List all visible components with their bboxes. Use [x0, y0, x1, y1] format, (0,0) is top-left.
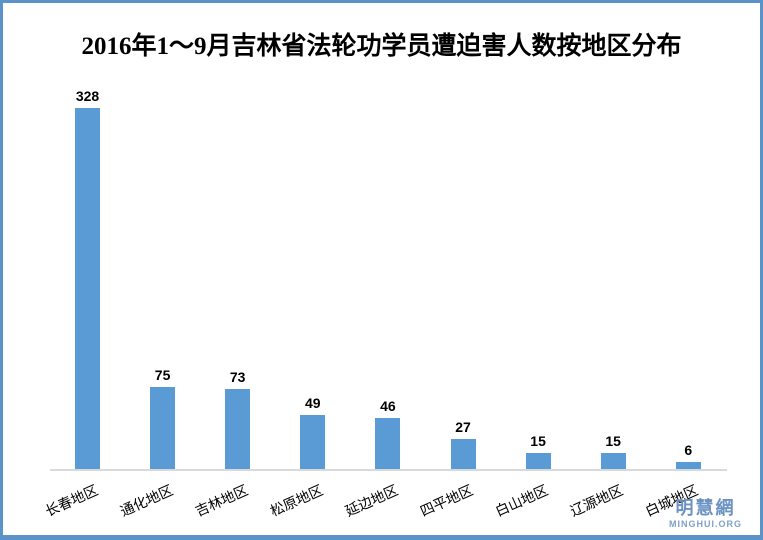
- x-axis-line: [50, 469, 727, 471]
- bar: [525, 452, 551, 469]
- bar: [150, 386, 176, 469]
- bar: [675, 462, 701, 469]
- watermark: 明慧網 MINGHUI.ORG: [669, 499, 742, 529]
- bar-value-label: 15: [605, 432, 621, 449]
- bar-value-label: 27: [455, 419, 471, 436]
- bar-value-label: 75: [154, 366, 171, 383]
- watermark-site-url: MINGHUI.ORG: [669, 519, 742, 529]
- bar-value-label: 46: [380, 398, 396, 415]
- bar: [600, 452, 626, 469]
- bar-value-label: 6: [684, 442, 693, 459]
- watermark-minghui-logo: 明慧網: [675, 498, 736, 518]
- bar: [225, 388, 251, 469]
- bar-value-label: 328: [75, 88, 100, 105]
- bar: [300, 415, 326, 469]
- bar: [450, 439, 476, 469]
- bar-value-label: 73: [229, 368, 246, 385]
- bar-value-label: 15: [530, 432, 546, 449]
- bar: [375, 418, 401, 469]
- bar-value-label: 49: [305, 395, 321, 412]
- bar: [75, 108, 100, 469]
- chart-title: 2016年1～9月吉林省法轮功学员遭迫害人数按地区分布: [81, 33, 682, 60]
